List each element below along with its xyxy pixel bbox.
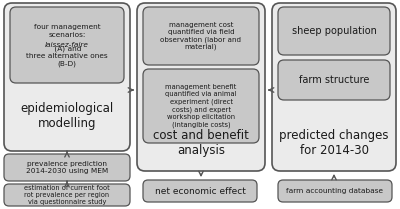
FancyBboxPatch shape [143, 7, 259, 65]
Text: laissez-faire: laissez-faire [45, 42, 89, 48]
FancyBboxPatch shape [143, 180, 257, 202]
Text: epidemiological
modelling: epidemiological modelling [20, 102, 114, 130]
FancyBboxPatch shape [278, 180, 392, 202]
Text: management benefit
quantified via animal
experiment (direct
costs) and expert
wo: management benefit quantified via animal… [165, 84, 237, 128]
Text: prevalence prediction
2014-2030 using MEM: prevalence prediction 2014-2030 using ME… [26, 161, 108, 174]
FancyBboxPatch shape [278, 60, 390, 100]
Text: net economic effect: net economic effect [154, 186, 246, 195]
FancyBboxPatch shape [143, 69, 259, 143]
Text: predicted changes
for 2014-30: predicted changes for 2014-30 [279, 129, 389, 157]
FancyBboxPatch shape [272, 3, 396, 171]
Text: four management
scenarios:: four management scenarios: [34, 24, 100, 38]
FancyBboxPatch shape [10, 7, 124, 83]
Text: sheep population: sheep population [292, 26, 376, 36]
FancyBboxPatch shape [4, 184, 130, 206]
Text: management cost
quantified via field
observation (labor and
material): management cost quantified via field obs… [160, 22, 242, 50]
Text: (A) and
three alternative ones
(B-D): (A) and three alternative ones (B-D) [26, 45, 108, 67]
FancyBboxPatch shape [278, 7, 390, 55]
FancyBboxPatch shape [4, 154, 130, 181]
Text: farm accounting database: farm accounting database [286, 188, 384, 194]
Text: farm structure: farm structure [299, 75, 369, 85]
Text: cost and benefit
analysis: cost and benefit analysis [153, 129, 249, 157]
FancyBboxPatch shape [4, 3, 130, 151]
FancyBboxPatch shape [137, 3, 265, 171]
Text: estimation of current foot
rot prevalence per region
via questionnaire study: estimation of current foot rot prevalenc… [24, 185, 110, 205]
